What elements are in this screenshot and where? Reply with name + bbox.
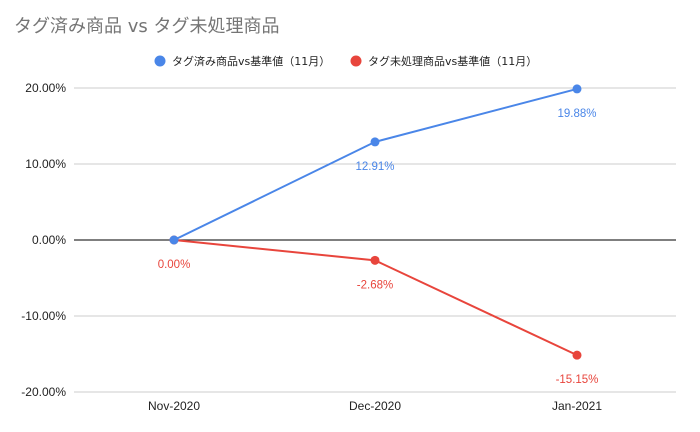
series-layer <box>169 84 582 360</box>
legend-marker <box>154 55 166 67</box>
chart-title: タグ済み商品 vs タグ未処理商品 <box>14 16 279 37</box>
y-tick-label: 10.00% <box>25 157 66 171</box>
legend-label: タグ未処理商品vs基準値（11月） <box>368 54 537 68</box>
y-tick-label: 0.00% <box>32 233 66 247</box>
y-tick-label: -20.00% <box>21 385 66 399</box>
x-tick-label: Jan-2021 <box>552 399 602 413</box>
x-axis-ticks: Nov-2020 Dec-2020 Jan-2021 <box>148 399 602 413</box>
x-tick-label: Dec-2020 <box>349 399 401 413</box>
y-tick-label: -10.00% <box>21 309 66 323</box>
legend-marker <box>350 55 362 67</box>
data-label: 12.91% <box>355 161 394 173</box>
data-point <box>169 235 179 245</box>
y-tick-label: 20.00% <box>25 81 66 95</box>
y-axis-ticks: 20.00% 10.00% 0.00% -10.00% -20.00% <box>21 81 66 399</box>
legend-label: タグ済み商品vs基準値（11月） <box>172 54 330 68</box>
data-label: -2.68% <box>357 279 393 291</box>
data-point <box>572 84 582 94</box>
data-label: -15.15% <box>556 374 599 386</box>
legend: タグ済み商品vs基準値（11月） タグ未処理商品vs基準値（11月） <box>154 54 537 68</box>
data-point <box>370 137 380 147</box>
gridlines <box>74 87 676 393</box>
data-label: 0.00% <box>158 259 191 271</box>
data-point <box>572 350 582 360</box>
data-labels: 12.91% 19.88% 0.00% -2.68% -15.15% <box>158 108 599 386</box>
data-label: 19.88% <box>557 108 596 120</box>
x-tick-label: Nov-2020 <box>148 399 200 413</box>
data-point <box>370 255 380 265</box>
